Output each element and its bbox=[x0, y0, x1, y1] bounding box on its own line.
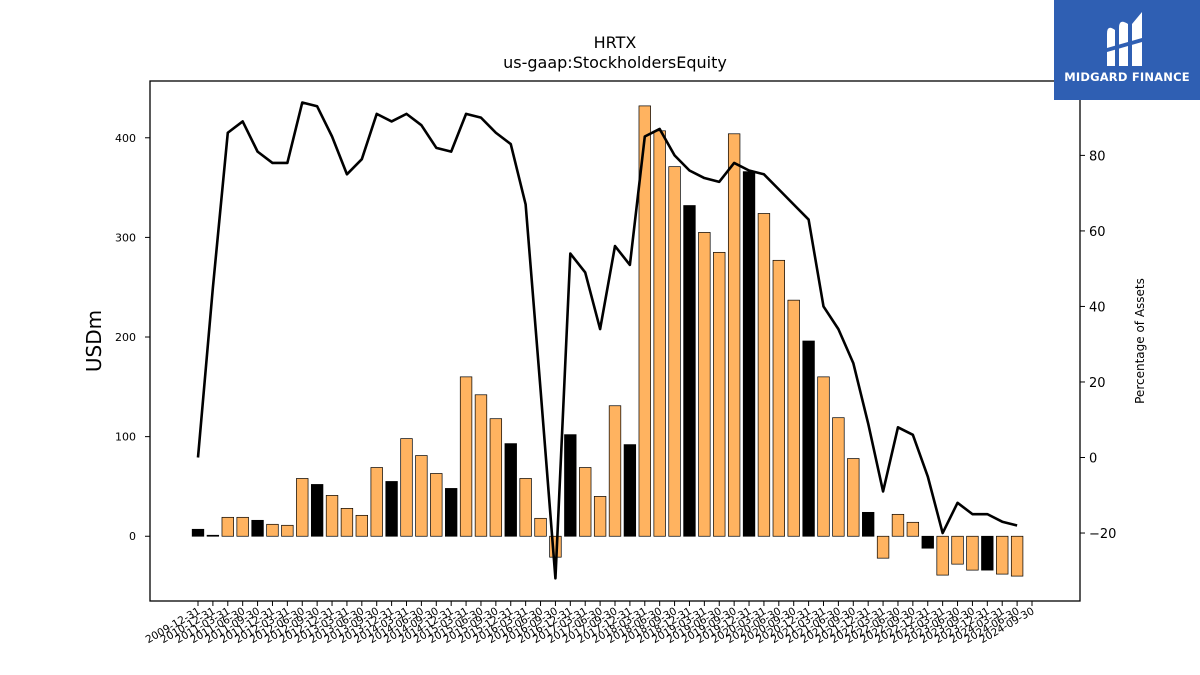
bar bbox=[668, 166, 681, 537]
bar bbox=[906, 521, 920, 537]
line-series bbox=[196, 101, 1018, 580]
logo-mark-icon bbox=[1107, 12, 1142, 66]
x-axis: 2009-12-312010-12-312011-03-312011-06-30… bbox=[144, 601, 1037, 646]
y-tick-label: 0 bbox=[129, 530, 136, 543]
bar bbox=[206, 534, 220, 537]
bar bbox=[430, 473, 443, 537]
bar bbox=[534, 517, 547, 537]
y-right-tick-label: −20 bbox=[1089, 527, 1116, 542]
bar bbox=[832, 417, 845, 537]
bar bbox=[757, 213, 771, 537]
bar bbox=[474, 394, 488, 537]
bar bbox=[400, 438, 413, 537]
bar bbox=[519, 478, 532, 537]
bar bbox=[385, 481, 398, 537]
bar bbox=[936, 535, 949, 576]
y-right-tick-label: 20 bbox=[1089, 376, 1106, 391]
bar bbox=[713, 251, 726, 537]
bar bbox=[921, 535, 934, 549]
y-axis-right: −20 0 20 40 60 80 bbox=[1080, 149, 1116, 542]
bar bbox=[564, 434, 577, 537]
y-axis-label: USDm bbox=[82, 310, 106, 372]
bar bbox=[876, 535, 890, 559]
y-axis-left: 0 100 200 300 400 bbox=[115, 132, 150, 543]
bar bbox=[459, 376, 473, 537]
chart-subtitle: us-gaap:StockholdersEquity bbox=[503, 53, 727, 72]
bar bbox=[251, 519, 264, 537]
bar bbox=[236, 516, 249, 537]
y-right-tick-label: 60 bbox=[1089, 225, 1106, 240]
bar bbox=[966, 535, 979, 571]
bar bbox=[191, 528, 205, 537]
bar bbox=[340, 508, 354, 537]
bar bbox=[727, 133, 741, 537]
bar bbox=[683, 205, 696, 537]
brand-logo: MIDGARD FINANCE bbox=[1054, 0, 1200, 100]
bar bbox=[698, 232, 711, 537]
bar bbox=[355, 514, 368, 537]
bar bbox=[772, 259, 785, 537]
bar bbox=[370, 467, 383, 537]
bar bbox=[802, 340, 815, 537]
percentage-line bbox=[196, 101, 1018, 580]
bar bbox=[415, 455, 428, 537]
bar bbox=[296, 478, 309, 537]
bar bbox=[608, 405, 622, 537]
bar bbox=[325, 495, 339, 537]
bar bbox=[1010, 535, 1024, 577]
y-tick-label: 300 bbox=[115, 231, 136, 244]
bar-series bbox=[191, 105, 1024, 577]
bar bbox=[951, 535, 964, 565]
bar bbox=[742, 171, 756, 537]
bar bbox=[847, 458, 860, 537]
y-tick-label: 100 bbox=[115, 431, 136, 444]
y-axis-right-label: Percentage of Assets bbox=[1133, 278, 1147, 404]
bar bbox=[787, 299, 800, 537]
logo-text: MIDGARD FINANCE bbox=[1064, 70, 1190, 84]
bar bbox=[310, 484, 324, 537]
bar bbox=[579, 467, 592, 537]
bar bbox=[862, 511, 875, 537]
y-tick-label: 400 bbox=[115, 132, 136, 145]
y-right-tick-label: 0 bbox=[1089, 451, 1097, 466]
bar bbox=[623, 444, 637, 537]
bar bbox=[638, 105, 651, 537]
bar bbox=[891, 513, 905, 537]
bar bbox=[593, 496, 607, 537]
y-right-tick-label: 40 bbox=[1089, 300, 1106, 315]
bar bbox=[445, 488, 458, 537]
bar bbox=[996, 535, 1009, 575]
bar bbox=[653, 130, 666, 537]
y-tick-label: 200 bbox=[115, 331, 136, 344]
bar bbox=[221, 516, 234, 537]
bar bbox=[281, 524, 294, 537]
chart-title: HRTX bbox=[594, 33, 637, 52]
bar bbox=[504, 443, 517, 537]
bar bbox=[981, 535, 994, 571]
y-right-tick-label: 80 bbox=[1089, 149, 1106, 164]
bar bbox=[489, 418, 503, 537]
bar bbox=[817, 376, 830, 537]
bar bbox=[266, 523, 279, 537]
